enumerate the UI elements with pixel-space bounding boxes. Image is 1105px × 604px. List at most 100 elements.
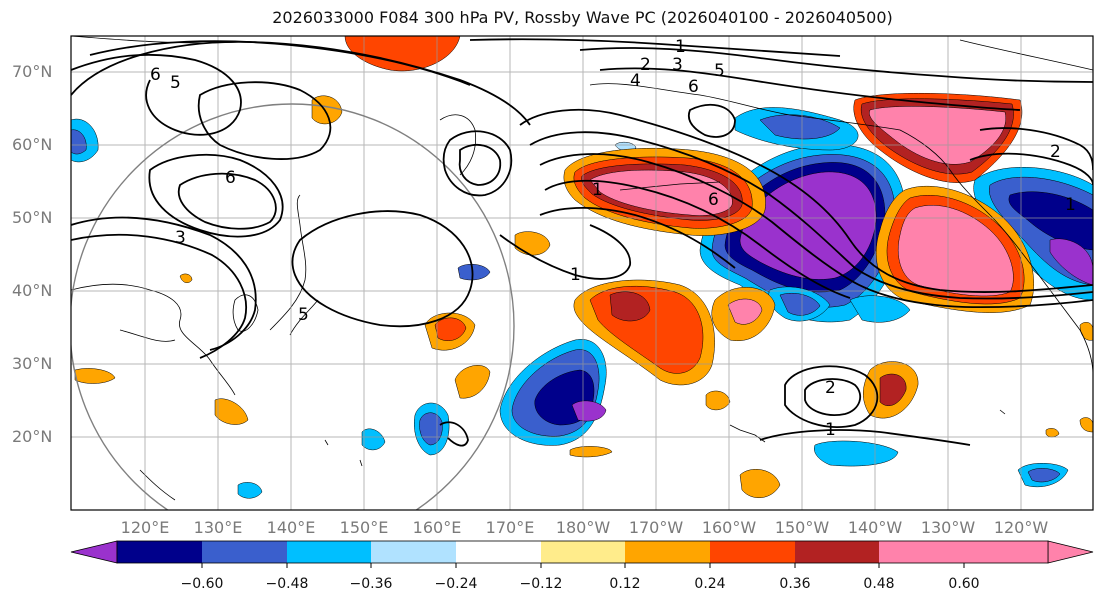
pv-contour — [197, 81, 332, 160]
colorbar-border — [116, 540, 1049, 564]
negative-anomaly-east-pacific-purple — [1049, 238, 1093, 286]
coastline-hawaii — [729, 424, 766, 443]
pv-contour — [544, 179, 851, 299]
positive-anomaly-small-h — [739, 469, 781, 498]
pv-contour — [442, 130, 513, 197]
coastline-alaska — [589, 83, 951, 171]
colorbar-segment — [371, 541, 456, 563]
colorbar-tick-label: −0.36 — [349, 576, 393, 592]
pv-contour — [148, 153, 284, 238]
latitude-label-50n: 50°N — [12, 208, 53, 227]
contour-label: 2 — [1050, 142, 1061, 162]
contour-label: 1 — [675, 37, 686, 57]
pv-contour — [439, 421, 469, 447]
longitude-label: 120°W — [993, 518, 1049, 537]
longitude-label: 170°E — [485, 518, 535, 537]
positive-anomaly-small-i — [569, 446, 613, 458]
negative-anomaly-small-f-core — [1027, 468, 1061, 483]
contour-label: 2 — [825, 378, 836, 398]
contour-label: 3 — [672, 55, 683, 75]
map-plot-area: 6 5 2 3 1 4 6 5 6 3 5 1 1 6 2 1 2 1 — [71, 36, 1093, 510]
contour-label: 6 — [708, 190, 719, 210]
positive-anomaly-small-m — [179, 273, 193, 284]
colorbar-segment — [456, 541, 541, 563]
positive-anomaly-subtropical-2-core — [727, 298, 763, 325]
pv-contour — [759, 429, 971, 446]
colorbar-segment — [964, 541, 1048, 563]
latitude-label-60n: 60°N — [12, 135, 53, 154]
positive-anomaly-gulf-of-alaska-core — [869, 106, 1007, 165]
colorbar-tick-label: 0.12 — [609, 576, 641, 592]
positive-anomaly-small-e — [74, 368, 116, 384]
positive-anomaly-small-k — [1079, 417, 1093, 433]
coastline-korea — [232, 294, 259, 332]
colorbar-segment — [117, 541, 202, 563]
anomaly-fill-layer — [71, 36, 1093, 499]
pv-contour — [539, 206, 736, 269]
negative-anomaly-small-h — [849, 295, 911, 323]
positive-anomaly-small-f — [514, 231, 551, 256]
latitude-label-40n: 40°N — [12, 281, 53, 300]
positive-anomaly-subtropical-3-core — [879, 373, 907, 406]
colorbar-segment — [202, 541, 287, 563]
colorbar-tick-label: −0.48 — [265, 576, 309, 592]
negative-anomaly-small-g-core — [779, 292, 821, 316]
longitude-label: 140°E — [266, 518, 316, 537]
coastline-north-america — [949, 169, 1093, 376]
colorbar-segment — [541, 541, 625, 563]
longitude-label: 170°W — [628, 518, 684, 537]
longitude-label: 130°W — [920, 518, 976, 537]
negative-anomaly-small-e — [814, 440, 899, 467]
colorbar-segment — [625, 541, 710, 563]
map-title: 2026033000 F084 300 hPa PV, Rossby Wave … — [272, 8, 893, 27]
longitude-label: 150°W — [774, 518, 830, 537]
latitude-label-30n: 30°N — [12, 354, 53, 373]
colorbar-tick-label: 0.48 — [863, 576, 895, 592]
pv-contour — [539, 153, 1093, 309]
latitude-label-20n: 20°N — [12, 427, 53, 446]
coastline-kamchatka — [439, 114, 477, 176]
colorbar-segment — [879, 541, 964, 563]
pv-contour — [89, 40, 471, 86]
positive-anomaly-small-g — [705, 390, 731, 411]
pv-contour — [687, 103, 736, 138]
colorbar-tick-label: −0.24 — [434, 576, 478, 592]
positive-anomaly-north-edge — [344, 36, 461, 72]
longitude-label: 120°E — [120, 518, 170, 537]
pv-contour — [804, 378, 862, 416]
colorbar-extend-low — [70, 540, 118, 564]
longitude-label: 180°W — [555, 518, 611, 537]
negative-anomaly-small-c — [361, 428, 386, 451]
negative-anomaly-small-d — [237, 482, 263, 499]
coastline-asia — [71, 283, 236, 396]
positive-anomaly-small-l — [1045, 428, 1060, 438]
positive-anomaly-small-d — [214, 398, 249, 425]
negative-anomaly-north-core — [759, 114, 841, 140]
longitude-label: 160°W — [701, 518, 757, 537]
colorbar-tick-label: 0.36 — [779, 576, 811, 592]
negative-anomaly-subtropical-purple — [571, 400, 607, 422]
pv-contour — [529, 131, 1093, 300]
colorbar-segment — [710, 541, 795, 563]
contour-label: 2 — [640, 55, 651, 75]
pv-contour — [177, 172, 277, 230]
contour-label: 6 — [150, 65, 161, 85]
colorbar-extend-high — [1047, 540, 1094, 564]
negative-anomaly-small-a — [457, 264, 491, 281]
pv-contour — [499, 224, 631, 280]
contour-label: 6 — [688, 77, 699, 97]
map-frame — [70, 35, 1094, 511]
pv-contour — [784, 365, 879, 428]
negative-anomaly-west-1-core — [71, 129, 87, 155]
pv-contour — [599, 67, 1021, 111]
contour-label: 5 — [298, 305, 309, 325]
longitude-label: 140°W — [847, 518, 903, 537]
colorbar — [70, 540, 1094, 568]
contour-label: 5 — [170, 73, 181, 93]
pv-contour — [469, 38, 841, 57]
colorbar-tick-label: 0.24 — [694, 576, 726, 592]
positive-anomaly-subtropical-1-core — [609, 291, 651, 322]
longitude-label: 150°E — [339, 518, 389, 537]
positive-anomaly-small-b-core — [434, 317, 467, 341]
